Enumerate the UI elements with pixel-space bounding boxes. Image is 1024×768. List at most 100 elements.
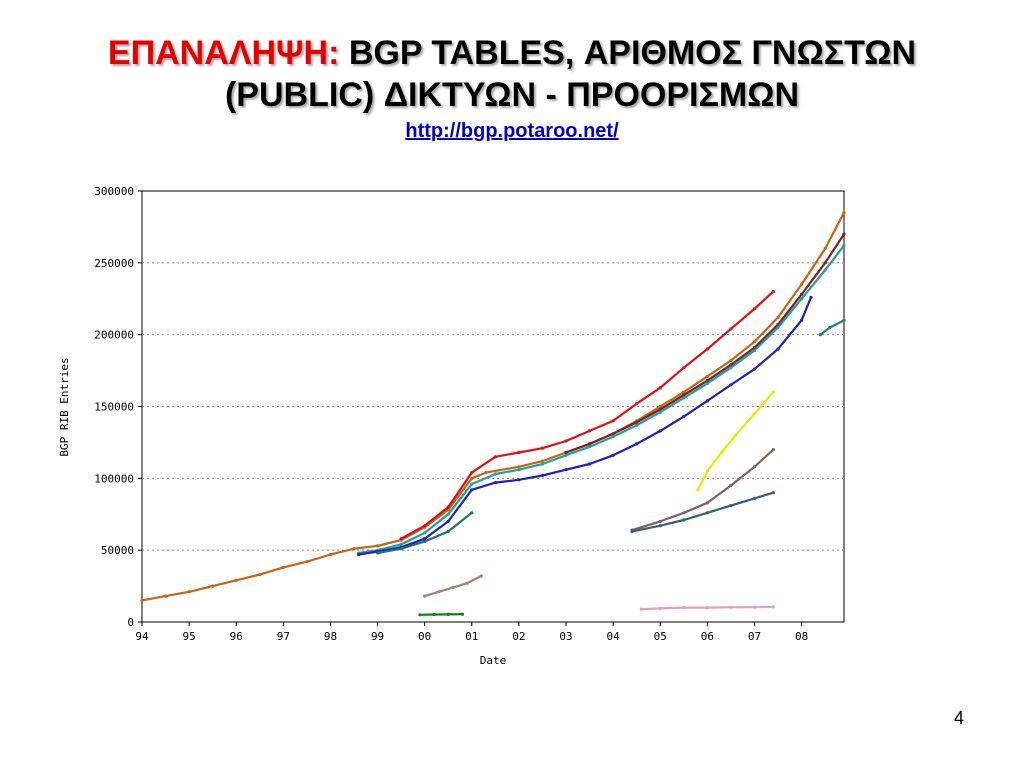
data-point [771, 290, 775, 294]
x-tick-label: 98 [324, 630, 337, 643]
data-point [588, 462, 592, 466]
data-point [517, 450, 521, 455]
data-point [729, 358, 733, 363]
x-tick-label: 96 [230, 630, 243, 643]
data-point [352, 547, 356, 551]
series-6 [696, 390, 775, 492]
data-point [682, 606, 686, 610]
data-point [423, 594, 427, 598]
data-point [658, 407, 662, 411]
data-point [752, 496, 757, 500]
data-point [752, 465, 757, 469]
data-point [800, 282, 804, 286]
data-point [818, 333, 823, 337]
data-point [540, 459, 545, 463]
data-point [752, 412, 757, 416]
series-11 [423, 574, 483, 598]
x-tick-label: 07 [748, 630, 761, 643]
data-point [682, 415, 686, 419]
data-point [705, 374, 710, 378]
x-tick-label: 97 [277, 630, 290, 643]
data-point [776, 315, 780, 319]
data-point [446, 519, 450, 523]
data-point [771, 605, 775, 609]
y-tick-label: 200000 [94, 329, 134, 342]
data-point [234, 578, 238, 582]
data-point [164, 594, 168, 598]
data-point [682, 518, 686, 522]
data-point [187, 590, 191, 594]
data-point [658, 404, 662, 409]
x-tick-label: 06 [701, 630, 714, 643]
source-link[interactable]: http://bgp.potaroo.net/ [405, 120, 619, 142]
data-point [517, 478, 521, 482]
slide-title-accent: ΕΠΑΝΑΛΗΨΗ: [107, 34, 340, 72]
data-point [635, 423, 639, 427]
data-point [719, 450, 724, 455]
data-point [517, 468, 521, 472]
data-point [823, 261, 827, 265]
data-point [588, 442, 592, 446]
data-point [682, 393, 686, 397]
data-point [493, 455, 497, 459]
data-point [493, 472, 497, 476]
series-1 [399, 290, 775, 541]
x-tick-label: 00 [418, 630, 431, 643]
x-axis-ticks: 94 95 96 97 98 99 00 01 02 03 04 05 06 07 08 [135, 622, 808, 643]
data-point [140, 598, 144, 602]
data-point [729, 366, 733, 370]
data-point [809, 295, 813, 299]
data-point [399, 547, 403, 551]
series-line [696, 391, 775, 491]
x-tick-label: 02 [512, 630, 525, 643]
data-point [800, 318, 804, 322]
grid-lines [142, 262, 844, 551]
data-point [588, 429, 592, 433]
data-point [446, 529, 450, 534]
data-point [432, 612, 436, 617]
data-point [564, 453, 568, 457]
data-point [357, 552, 361, 557]
data-point [611, 435, 615, 439]
series-line [358, 244, 845, 555]
x-tick-label: 08 [795, 630, 808, 643]
data-point [517, 465, 521, 469]
data-point [658, 429, 662, 433]
data-point [658, 410, 662, 414]
y-tick-label: 300000 [94, 185, 134, 198]
data-point [823, 246, 827, 251]
series-5 [376, 511, 474, 555]
data-point [776, 325, 780, 330]
data-point [328, 552, 333, 557]
data-point [705, 379, 710, 383]
data-point [211, 584, 215, 588]
data-point [729, 605, 733, 609]
y-tick-label: 50000 [101, 544, 134, 557]
data-point [729, 363, 733, 367]
slide-title-block: ΕΠΑΝΑΛΗΨΗ: BGP TABLES, ΑΡΙΘΜΟΣ ΓΝΩΣΤΩΝ (… [0, 32, 1024, 143]
data-point [658, 519, 662, 523]
data-point [734, 433, 738, 437]
slide-title-line-1: ΕΠΑΝΑΛΗΨΗ: BGP TABLES, ΑΡΙΘΜΟΣ ΓΝΩΣΤΩΝ [0, 32, 1024, 74]
data-point [705, 501, 710, 505]
data-point [564, 450, 568, 455]
data-point [540, 473, 545, 478]
series-line [419, 613, 463, 616]
data-point [752, 307, 757, 311]
x-tick-label: 05 [654, 630, 667, 643]
data-point [588, 445, 592, 449]
data-point [635, 420, 639, 424]
data-point [399, 542, 403, 546]
data-point [658, 606, 662, 610]
data-point [470, 471, 474, 475]
data-point [451, 585, 455, 590]
data-point [484, 471, 488, 475]
data-point [771, 390, 775, 394]
data-point [446, 512, 450, 516]
data-point [630, 529, 634, 534]
data-point [446, 505, 450, 509]
data-point [752, 605, 757, 609]
slide-title-line-2: (PUBLIC) ΔΙΚΤΥΩΝ - ΠΡΟΟΡΙΣΜΩΝ [224, 76, 800, 114]
y-axis-title: BGP RIB Entries [58, 357, 71, 456]
bgp-chart: 94 95 96 97 98 99 00 01 02 03 04 05 06 07 08 0 50000 100… [58, 185, 846, 667]
